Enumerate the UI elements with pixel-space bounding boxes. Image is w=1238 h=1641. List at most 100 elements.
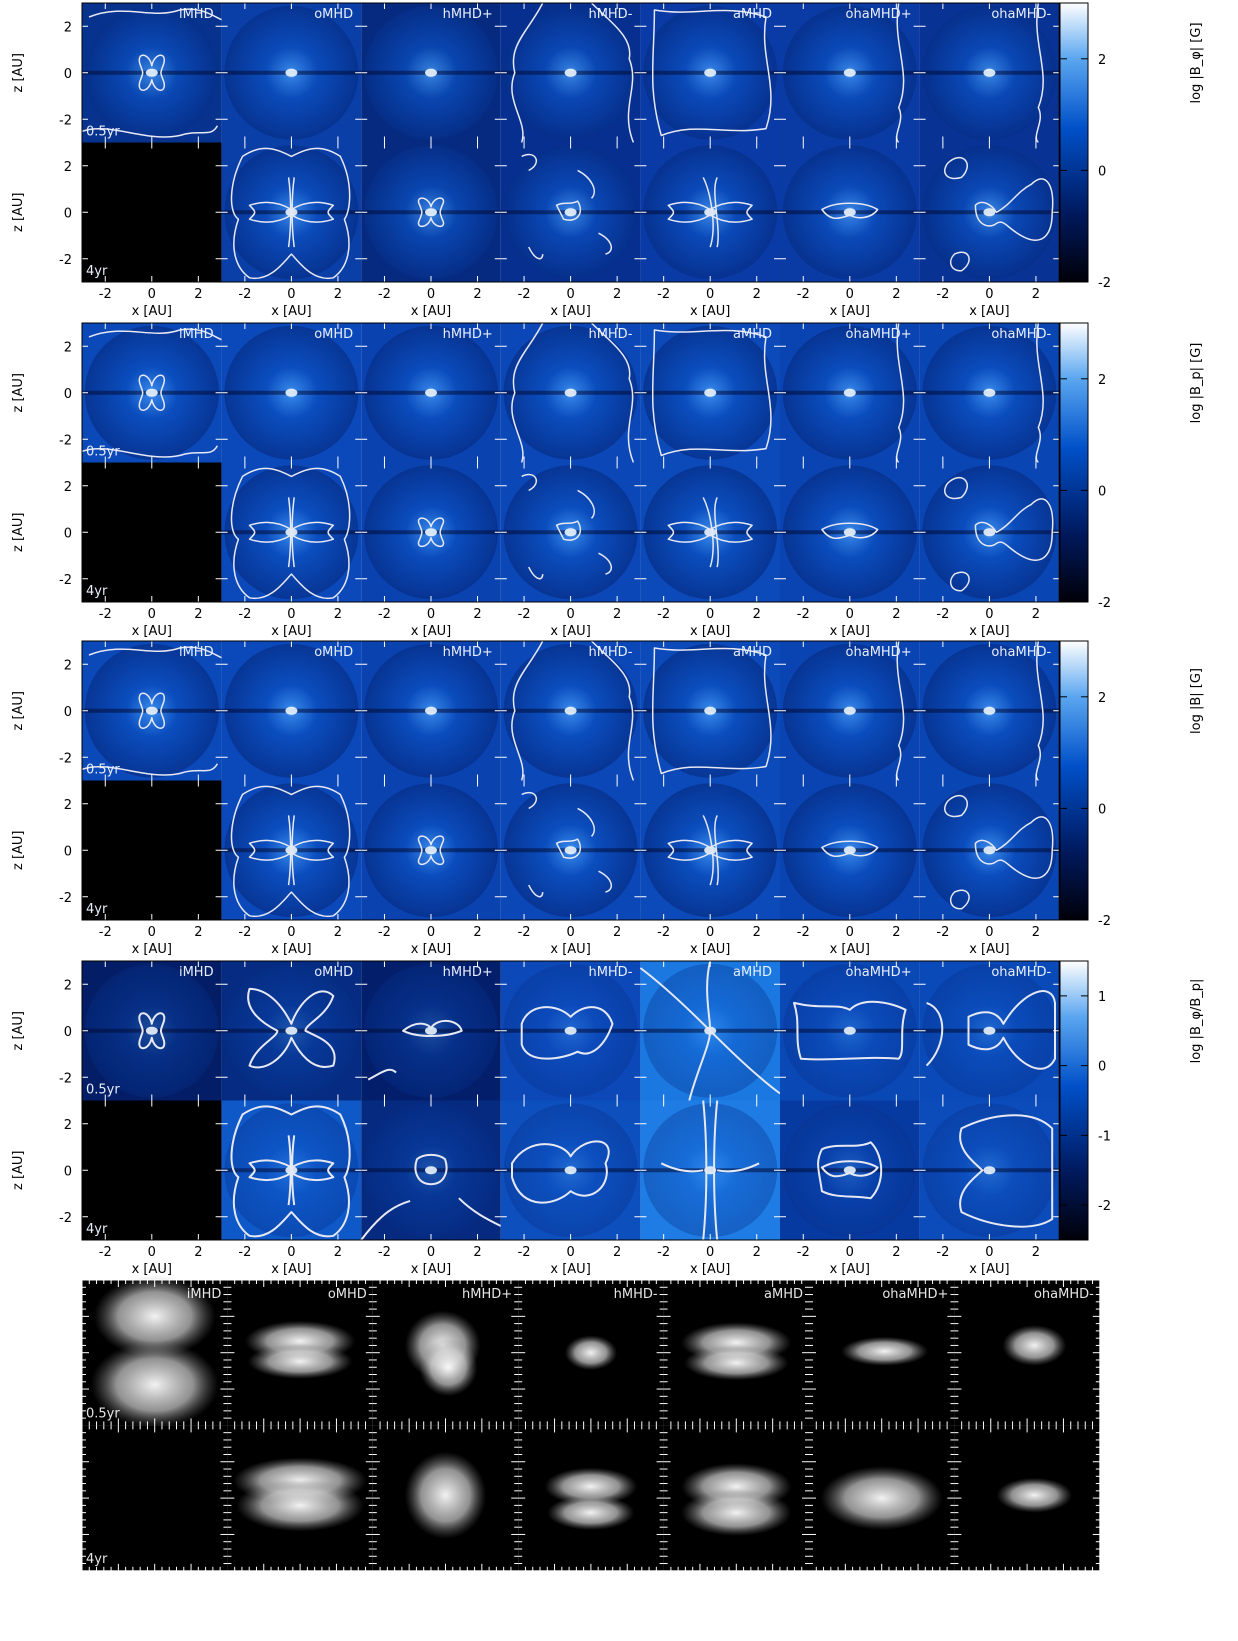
z-tick-label: 0 bbox=[64, 526, 72, 541]
panel-B-ohaMHD+-4yr bbox=[780, 780, 920, 920]
panel-ticks bbox=[780, 961, 920, 1101]
panel-ratio-hMHD--0.5yr: hMHD- bbox=[500, 961, 641, 1101]
model-label: hMHD+ bbox=[443, 965, 493, 980]
x-axis-label: x [AU] bbox=[411, 304, 451, 319]
panel-Bp-aMHD-0.5yr: aMHD bbox=[640, 323, 780, 463]
panel-ticks bbox=[221, 641, 362, 781]
x-tick-label: 2 bbox=[473, 925, 481, 940]
colorbar-tick-label: 0 bbox=[1098, 484, 1106, 499]
x-tick-label: 0 bbox=[706, 287, 714, 302]
contour-line bbox=[367, 1020, 463, 1081]
x-tick-label: -2 bbox=[378, 607, 391, 622]
contour-line bbox=[521, 153, 613, 260]
x-tick-label: 2 bbox=[194, 925, 202, 940]
x-axis-label: x [AU] bbox=[411, 1262, 451, 1277]
colorbar bbox=[1059, 2, 1089, 283]
x-tick-label: -2 bbox=[518, 607, 531, 622]
contour-line bbox=[81, 763, 219, 776]
x-axis-label: x [AU] bbox=[969, 304, 1009, 319]
model-label: ohaMHD- bbox=[991, 965, 1051, 980]
panel-ticks bbox=[361, 1100, 501, 1240]
x-tick-label: 0 bbox=[427, 607, 435, 622]
field-line-panel-hMHD-: hMHD- bbox=[518, 1280, 664, 1426]
z-tick-label: 0 bbox=[64, 1164, 72, 1179]
contour-line bbox=[895, 322, 905, 464]
colorbar-label: log |B_φ| [G] bbox=[1189, 22, 1204, 103]
panel-ticks bbox=[809, 1280, 955, 1426]
x-tick-label: 0 bbox=[985, 607, 993, 622]
central-core bbox=[564, 388, 577, 397]
panel-ticks bbox=[221, 961, 362, 1101]
panel-ticks bbox=[500, 780, 641, 920]
x-tick-label: 0 bbox=[706, 607, 714, 622]
central-core bbox=[983, 528, 996, 537]
x-tick-label: -2 bbox=[797, 925, 810, 940]
contour-line bbox=[511, 322, 635, 463]
x-tick-label: -2 bbox=[518, 287, 531, 302]
panel-ticks bbox=[919, 961, 1060, 1101]
x-tick-label: 2 bbox=[334, 287, 342, 302]
panel-B-hMHD+-0.5yr: hMHD+ bbox=[361, 641, 501, 781]
z-tick-label: 0 bbox=[64, 844, 72, 859]
z-tick-label: -2 bbox=[59, 433, 72, 448]
colorbar-tick-label: -2 bbox=[1098, 596, 1111, 611]
panel-Bphi-oMHD-4yr bbox=[221, 142, 362, 282]
central-core bbox=[145, 706, 158, 715]
panel-ratio-oMHD-4yr bbox=[221, 1100, 362, 1240]
x-tick-label: -2 bbox=[99, 287, 112, 302]
panel-ticks bbox=[640, 462, 780, 602]
model-label: aMHD bbox=[733, 965, 772, 980]
panel-Bphi-oMHD-0.5yr: oMHD bbox=[221, 3, 362, 143]
x-tick-label: 0 bbox=[566, 287, 574, 302]
contour-line bbox=[944, 157, 1054, 272]
contour-line bbox=[521, 473, 613, 580]
section-B: iMHD 0.5yr oMHD hMHD+ hMHD-aMHD ohaMHD+ ohaMHD… bbox=[11, 640, 1204, 957]
x-tick-label: -2 bbox=[518, 925, 531, 940]
colorbar-tick-label: -2 bbox=[1098, 914, 1111, 929]
x-axis-label: x [AU] bbox=[132, 1262, 172, 1277]
panel-ticks bbox=[780, 142, 920, 282]
field-line-bundle bbox=[419, 1338, 478, 1397]
z-tick-label: 0 bbox=[64, 67, 72, 82]
field-line-panel-iMHD: 4yr bbox=[82, 1425, 228, 1571]
x-tick-label: -2 bbox=[378, 1245, 391, 1260]
panel-B-iMHD-4yr: 4yr bbox=[82, 780, 222, 920]
panel-ticks bbox=[640, 323, 780, 463]
x-tick-label: 0 bbox=[985, 925, 993, 940]
panel-ticks bbox=[221, 142, 362, 282]
z-tick-label: -2 bbox=[59, 113, 72, 128]
z-tick-label: 2 bbox=[64, 20, 72, 35]
x-tick-label: -2 bbox=[936, 1245, 949, 1260]
central-core bbox=[425, 528, 437, 537]
x-tick-label: -2 bbox=[657, 607, 670, 622]
field-line-panel-hMHD+: hMHD+ bbox=[372, 1280, 519, 1426]
x-tick-label: -2 bbox=[238, 287, 251, 302]
model-label: ohaMHD+ bbox=[846, 645, 912, 660]
panel-Bphi-iMHD-0.5yr: iMHD 0.5yr bbox=[81, 3, 222, 143]
time-label: 0.5yr bbox=[86, 445, 120, 460]
panel-ticks bbox=[640, 780, 780, 920]
field-line-bundle bbox=[564, 1335, 618, 1371]
x-tick-label: -2 bbox=[936, 287, 949, 302]
contour-line bbox=[81, 445, 219, 458]
central-core bbox=[425, 1166, 437, 1175]
field-line-bundle bbox=[544, 1467, 638, 1506]
x-tick-label: 2 bbox=[1032, 1245, 1040, 1260]
contour-line bbox=[511, 1140, 610, 1204]
x-tick-label: 0 bbox=[846, 607, 854, 622]
panel-Bp-ohaMHD+-0.5yr: ohaMHD+ bbox=[780, 322, 920, 464]
z-axis-label: z [AU] bbox=[11, 1011, 26, 1051]
central-core bbox=[843, 706, 856, 715]
time-label: 0.5yr bbox=[86, 125, 120, 140]
panel-ticks bbox=[780, 3, 920, 143]
x-tick-label: 2 bbox=[1032, 925, 1040, 940]
panel-ticks bbox=[780, 323, 920, 463]
x-tick-label: 0 bbox=[427, 1245, 435, 1260]
model-label: hMHD+ bbox=[443, 645, 493, 660]
panel-Bphi-hMHD+-4yr bbox=[361, 142, 501, 282]
field-line-bundle bbox=[820, 1466, 943, 1531]
central-core bbox=[843, 846, 856, 855]
field-line-panel-oMHD bbox=[227, 1425, 373, 1571]
model-label: hMHD- bbox=[588, 965, 632, 980]
panel-Bp-iMHD-4yr: 4yr bbox=[82, 462, 222, 602]
